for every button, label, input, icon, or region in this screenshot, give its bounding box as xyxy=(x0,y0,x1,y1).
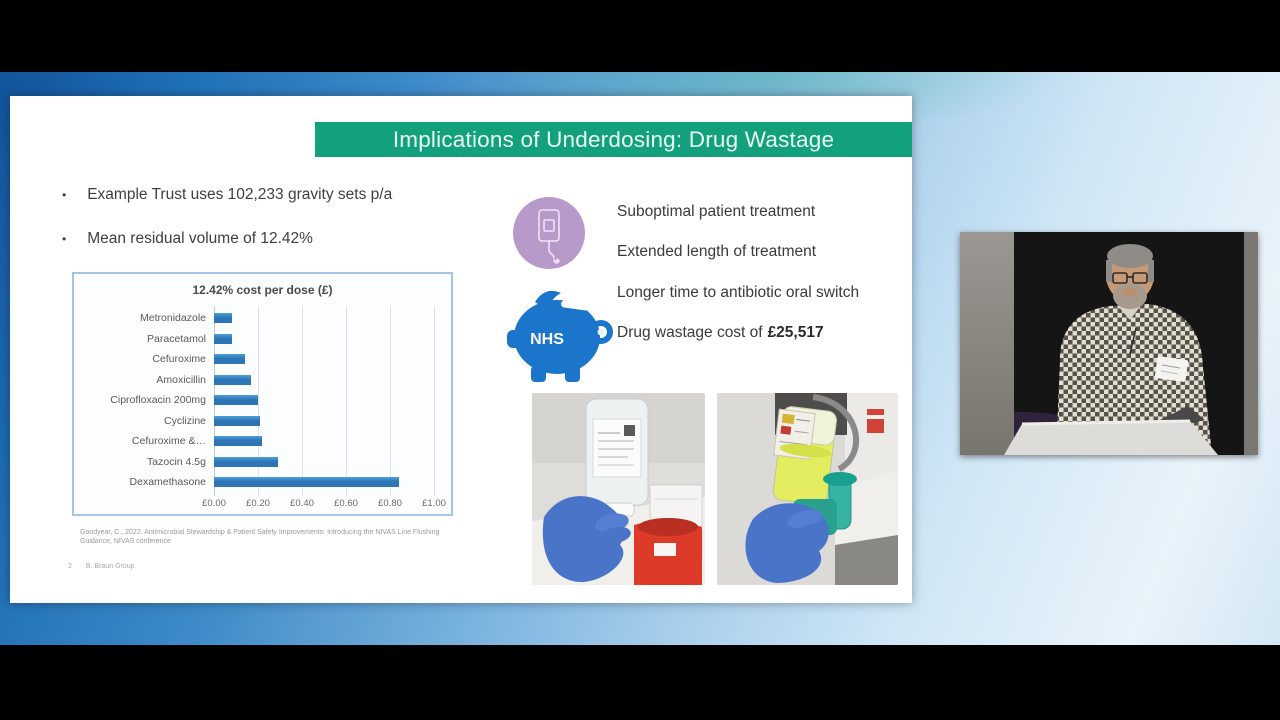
chart-category-label: Cefuroxime &… xyxy=(131,435,206,448)
citation: Goodyear, C., 2022. Antimicrobial Stewar… xyxy=(80,528,490,546)
chart-category-label: Amoxicillin xyxy=(156,373,206,386)
bullet-item: • Example Trust uses 102,233 gravity set… xyxy=(62,186,392,204)
chart-bar-track xyxy=(214,390,434,411)
chart-bar-row: Cyclizine xyxy=(74,411,446,432)
chart-bar-track xyxy=(214,452,434,473)
citation-line: Goodyear, C., 2022. Antimicrobial Stewar… xyxy=(80,529,440,536)
chart-bar xyxy=(214,333,232,344)
chart-x-tick: £0.80 xyxy=(378,498,402,509)
impact-item: Suboptimal patient treatment xyxy=(617,203,816,220)
chart-bar-row: Cefuroxime xyxy=(74,349,446,370)
chart-category-label: Paracetamol xyxy=(147,332,206,345)
bullet-text: Example Trust uses 102,233 gravity sets … xyxy=(87,186,393,203)
name-badge xyxy=(1154,356,1189,382)
room-wall-right xyxy=(1244,232,1258,455)
chart-bar-track xyxy=(214,472,434,493)
chart-gridline xyxy=(258,306,259,496)
letterbox-top xyxy=(0,0,1280,72)
chart-bar-row: Cefuroxime &… xyxy=(74,431,446,452)
piggy-nhs-label: NHS xyxy=(530,331,564,348)
iv-drip-icon xyxy=(513,197,585,269)
speaker-video xyxy=(960,232,1258,455)
chart-gridline xyxy=(390,306,391,496)
nhs-piggy-bank-icon: NHS xyxy=(505,286,615,384)
chart-bar xyxy=(214,395,258,406)
cost-per-dose-chart: 12.42% cost per dose (£) Metronidazole Pa… xyxy=(72,272,453,516)
chart-gridline xyxy=(434,306,435,496)
chart-category-label: Tazocin 4.5g xyxy=(147,455,206,468)
chart-bar-row: Paracetamol xyxy=(74,329,446,350)
chart-bar-row: Metronidazole xyxy=(74,308,446,329)
chart-bar-track xyxy=(214,329,434,350)
chart-bar-track xyxy=(214,308,434,329)
chart-bar xyxy=(214,313,232,324)
chart-title: 12.42% cost per dose (£) xyxy=(192,283,333,297)
bullet-item: • Mean residual volume of 12.42% xyxy=(62,230,392,248)
chart-bar-track xyxy=(214,431,434,452)
chart-bar xyxy=(214,354,245,365)
chart-bar-row: Dexamethasone xyxy=(74,472,446,493)
chart-category-label: Metronidazole xyxy=(140,312,206,325)
chart-bar-track xyxy=(214,411,434,432)
chart-bar-row: Amoxicillin xyxy=(74,370,446,391)
slide: Implications of Underdosing: Drug Wastag… xyxy=(10,96,912,603)
photo-flushing-demo xyxy=(717,393,898,585)
bullet-list: • Example Trust uses 102,233 gravity set… xyxy=(62,186,392,274)
bullet-text: Mean residual volume of 12.42% xyxy=(87,230,313,247)
podium xyxy=(1004,421,1218,455)
chart-x-tick: £0.20 xyxy=(246,498,270,509)
chart-x-tick: £0.40 xyxy=(290,498,314,509)
slide-footer: 2 B. Braun Group xyxy=(68,563,135,570)
chart-category-label: Cefuroxime xyxy=(152,353,206,366)
chart-gridline xyxy=(302,306,303,496)
wastage-prefix: Drug wastage cost of xyxy=(617,324,763,341)
impact-item: Extended length of treatment xyxy=(617,243,817,260)
chart-bar xyxy=(214,456,278,467)
chart-x-axis: £0.00 £0.20 £0.40 £0.60 £0.80 £1.00 xyxy=(202,498,446,510)
chart-bar-row: Tazocin 4.5g xyxy=(74,452,446,473)
chart-category-label: Cyclizine xyxy=(163,414,206,427)
chart-bar-row: Ciprofloxacin 200mg xyxy=(74,390,446,411)
chart-bar-track xyxy=(214,349,434,370)
slide-title-banner: Implications of Underdosing: Drug Wastag… xyxy=(315,122,912,157)
chart-category-label: Dexamethasone xyxy=(129,476,206,489)
chart-bar xyxy=(214,374,252,385)
chart-bar-track xyxy=(214,370,434,391)
chart-gridline xyxy=(346,306,347,496)
wastage-cost-line: Drug wastage cost of £25,517 xyxy=(617,323,824,343)
company-name: B. Braun Group xyxy=(85,563,135,570)
chart-bar xyxy=(214,477,399,488)
chart-x-tick: £0.60 xyxy=(334,498,358,509)
citation-line: Guidance, NIVAS conference xyxy=(80,538,171,545)
bullet-dot: • xyxy=(62,232,67,246)
letterbox-bottom xyxy=(0,645,1280,720)
chart-x-tick: £1.00 xyxy=(422,498,446,509)
impact-item: Longer time to antibiotic oral switch xyxy=(617,284,860,301)
chart-bar xyxy=(214,436,263,447)
photo-iv-bottle-sharps-bin xyxy=(532,393,705,585)
chart-category-label: Ciprofloxacin 200mg xyxy=(110,394,206,407)
chart-rows: Metronidazole Paracetamol Cefuroxime Amoxic… xyxy=(74,308,446,493)
page-number: 2 xyxy=(68,563,72,570)
chart-x-tick: £0.00 xyxy=(202,498,226,509)
bullet-dot: • xyxy=(62,188,67,202)
room-wall-left xyxy=(960,232,1014,455)
chart-bar xyxy=(214,415,261,426)
wastage-amount: £25,517 xyxy=(767,324,824,341)
